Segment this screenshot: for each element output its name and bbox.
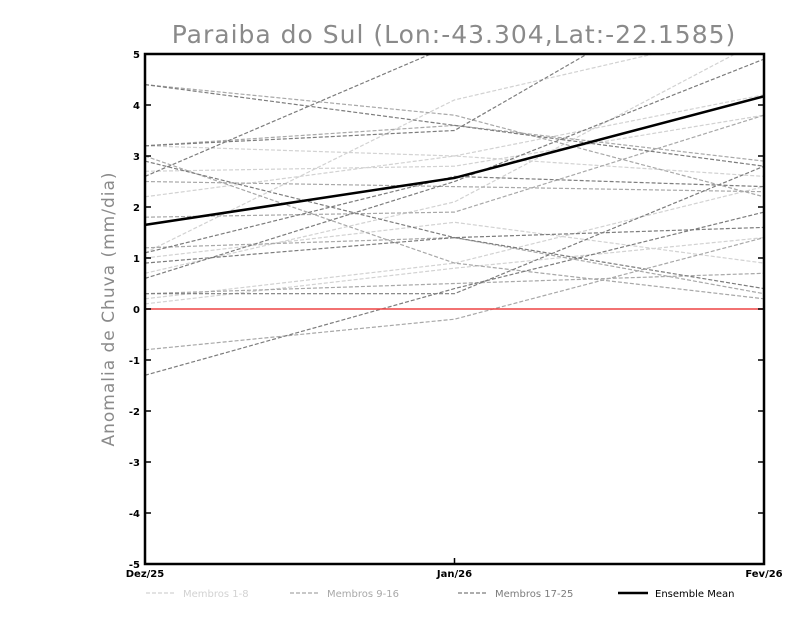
member-series-line-12 [145,272,764,295]
x-axis-ticks: Dez/25 Jan/26 Fev/26 [126,558,783,580]
x-tick-label: Dez/25 [126,569,165,580]
member-series-layer [145,54,764,376]
chart-title: Paraiba do Sul (Lon:-43.304,Lat:-22.1585… [172,20,737,49]
member-series-line-10 [145,155,764,300]
x-tick-label: Fev/26 [745,569,782,580]
legend-label: Membros 17-25 [495,589,573,600]
member-series-line-2 [145,54,737,274]
member-series-line-13 [145,237,764,351]
y-tick-label: -5 [129,560,140,571]
member-series-line-23 [145,175,764,254]
member-series-line-16 [145,124,764,162]
member-series-line-15 [145,114,764,218]
y-axis-ticks: -5 -4 -3 -2 -1 0 1 2 3 4 5 [129,50,764,571]
x-tick-label: Jan/26 [436,569,472,580]
member-series-line-19 [145,58,764,279]
member-series-line-20 [145,211,764,376]
ensemble-mean-line [144,95,765,227]
y-tick-label: -4 [129,509,140,520]
legend-label: Membros 9-16 [327,589,399,600]
member-series-line-25 [145,54,589,147]
member-series-line-7 [145,221,764,264]
member-series-line-9 [145,84,764,198]
member-series-line-8 [145,114,764,172]
member-series-line-24 [145,165,764,295]
member-series-line-18 [145,226,764,264]
legend-label: Ensemble Mean [655,589,734,600]
member-series-line-6 [145,186,764,300]
y-tick-label: 2 [133,203,140,214]
legend-label: Membros 1-8 [183,589,249,600]
member-series-line-22 [145,84,764,167]
member-series-line-11 [145,236,764,295]
y-tick-label: -3 [129,458,140,469]
member-series-line-5 [145,54,657,254]
member-series-line-21 [145,160,764,290]
member-series-line-14 [145,180,764,193]
y-tick-label: 5 [133,50,140,61]
y-tick-label: 3 [133,152,140,163]
y-axis-label: Anomalia de Chuva (mm/dia) [99,171,119,446]
legend: Membros 1-8 Membros 9-16 Membros 17-25 Ense… [146,589,734,600]
y-tick-label: -2 [129,407,140,418]
y-tick-label: 1 [133,254,140,265]
y-tick-label: -1 [129,356,140,367]
member-series-line-1 [145,237,764,305]
y-tick-label: 4 [133,101,140,112]
y-tick-label: 0 [133,305,140,316]
